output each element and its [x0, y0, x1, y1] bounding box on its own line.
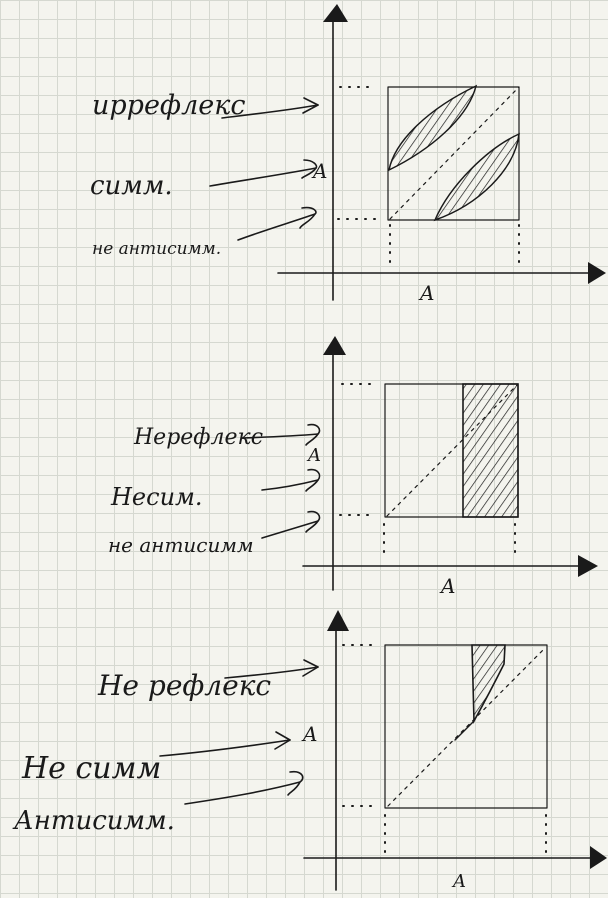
wedge-extension	[454, 720, 475, 741]
cartesian-square	[384, 644, 548, 809]
arrow-top-head-icon	[305, 423, 321, 446]
arrow-middle	[209, 167, 317, 187]
panel-2: A A Нерефлекс Несим. не антисимм	[108, 336, 598, 598]
y-axis-arrow-icon	[323, 4, 348, 22]
y-set-label: A	[301, 722, 317, 746]
arrow-middle-head-icon	[301, 159, 318, 179]
arrow-top	[241, 433, 319, 439]
region-lower-lens	[433, 132, 520, 222]
x-axis-arrow-icon	[590, 846, 607, 869]
x-set-label: A	[451, 871, 466, 892]
y-axis-arrow-icon	[323, 336, 346, 355]
label-middle: Несим.	[110, 483, 203, 511]
panel-1: A A иррефлекс симм. не антисимм.	[90, 4, 606, 305]
label-top: иррефлекс	[92, 90, 245, 121]
x-axis-arrow-icon	[588, 262, 606, 284]
y-set-label: A	[306, 445, 321, 466]
y-axis-arrow-icon	[327, 610, 349, 631]
projection-dots	[337, 86, 520, 271]
arrow-top	[221, 104, 319, 119]
arrow-top-head-icon	[302, 659, 319, 677]
region-vertical-strip	[462, 383, 519, 518]
arrow-bottom	[237, 213, 316, 241]
region-upper-lens	[387, 84, 478, 172]
arrow-top-head-icon	[302, 97, 319, 114]
label-middle: симм.	[90, 171, 173, 201]
label-bottom: не антисимм	[108, 533, 254, 557]
panel-3: A A Не рефлекс Не симм Антисимм.	[12, 610, 607, 892]
label-bottom: не антисимм.	[92, 239, 221, 259]
x-axis-arrow-icon	[578, 555, 598, 577]
arrow-bottom-head-icon	[299, 206, 317, 229]
projection-dots	[342, 644, 547, 854]
arrow-top	[224, 666, 319, 679]
projection-dots	[339, 383, 516, 561]
label-middle: Не симм	[21, 751, 161, 786]
arrow-middle-head-icon	[305, 468, 321, 492]
label-top: Не рефлекс	[97, 669, 271, 702]
arrow-middle-head-icon	[274, 731, 291, 750]
arrow-middle	[261, 479, 319, 491]
diagonal-line	[387, 647, 546, 807]
arrow-bottom	[184, 781, 301, 805]
region-upper-wedge	[471, 644, 506, 724]
arrow-bottom	[261, 520, 319, 539]
x-set-label: A	[418, 281, 434, 305]
arrow-bottom-head-icon	[287, 770, 304, 796]
label-bottom: Антисимм.	[12, 806, 175, 836]
x-set-label: A	[439, 574, 455, 598]
diagonal-line	[389, 86, 520, 220]
label-top: Нерефлекс	[133, 425, 263, 450]
arrow-bottom-head-icon	[305, 510, 321, 533]
cartesian-square	[387, 86, 520, 221]
arrow-middle	[159, 739, 291, 757]
